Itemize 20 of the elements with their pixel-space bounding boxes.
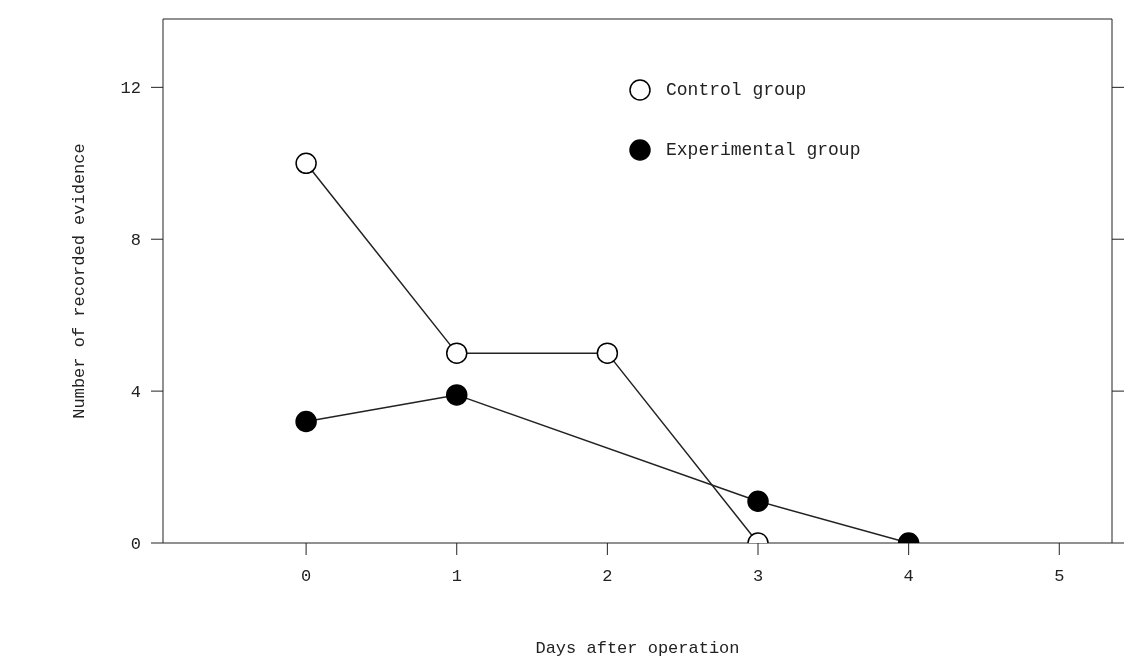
point <box>445 384 468 406</box>
y-tick-label: 4 <box>130 383 141 403</box>
y-tick-label: 0 <box>130 535 141 555</box>
point <box>747 490 769 512</box>
x-axis-title: Days after operation <box>535 639 740 658</box>
x-tick-label: 5 <box>1054 567 1065 587</box>
y-tick-label: 12 <box>120 79 141 99</box>
x-tick-label: 3 <box>752 567 764 587</box>
x-tick-label: 0 <box>301 567 312 587</box>
point <box>596 342 619 364</box>
y-axis-title: Number of recorded evidence <box>70 143 90 419</box>
point <box>445 342 468 364</box>
y-tick-label: 8 <box>130 231 141 251</box>
x-tick-label: 4 <box>903 567 914 587</box>
point <box>295 410 317 433</box>
point <box>295 152 317 175</box>
x-tick-label: 2 <box>602 567 613 587</box>
x-tick-label: 1 <box>451 567 462 587</box>
legend-label: Control group <box>666 80 807 100</box>
legend-label: Experimental group <box>666 140 861 160</box>
